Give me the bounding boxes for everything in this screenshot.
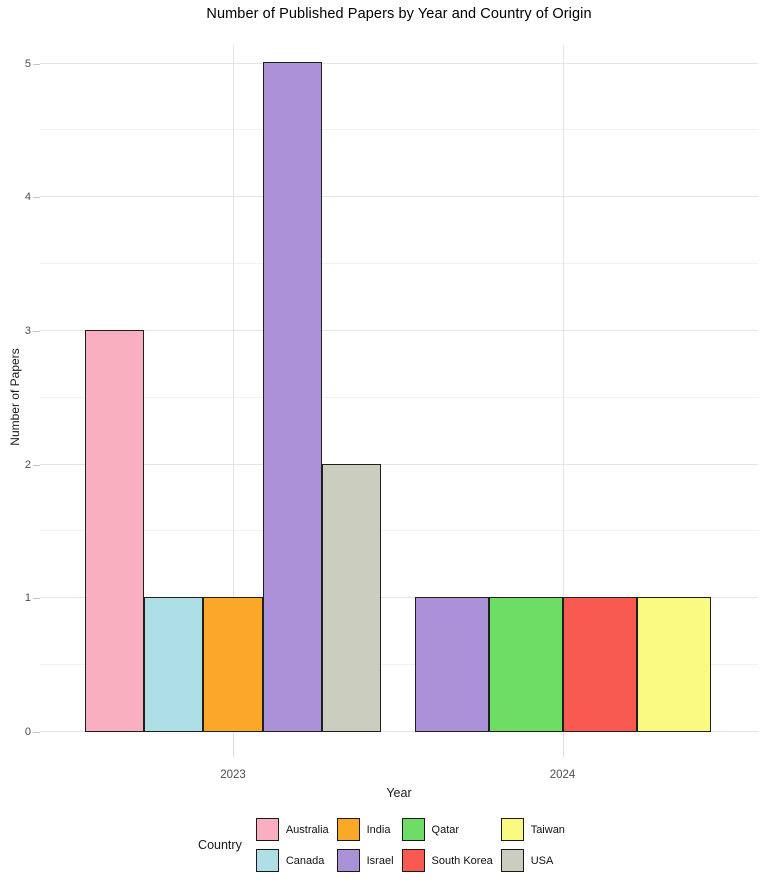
- legend-column: Taiwan USA: [500, 818, 569, 872]
- legend-key-swatch: [401, 818, 425, 841]
- x-tick: [233, 732, 234, 757]
- legend-column: India Israel: [336, 818, 398, 872]
- legend-item-label: USA: [530, 854, 554, 867]
- major-gridline: [40, 731, 758, 732]
- legend-item-taiwan: Taiwan: [500, 818, 569, 841]
- legend-column: Australia Canada: [255, 818, 333, 872]
- legend-items: Australia Canada India Israel Qatar South Kor…: [255, 818, 569, 872]
- legend-item-usa: USA: [500, 849, 569, 872]
- legend-key-swatch: [255, 849, 279, 872]
- major-gridline: [40, 463, 758, 465]
- x-tick-label: 2023: [220, 769, 246, 781]
- legend-item-label: Canada: [285, 854, 325, 867]
- major-gridline: [40, 62, 758, 64]
- legend-item-israel: Israel: [336, 849, 398, 872]
- y-tick-label: 2: [24, 458, 31, 471]
- minor-gridline: [40, 129, 758, 131]
- legend-title: Country: [198, 838, 242, 852]
- legend-key-swatch: [255, 818, 279, 841]
- minor-gridline: [40, 664, 758, 666]
- legend-key-swatch: [401, 849, 425, 872]
- legend-item-label: Israel: [366, 854, 394, 867]
- bar-australia: [85, 330, 145, 732]
- plot-panel: [40, 45, 758, 732]
- x-axis-title: Year: [386, 786, 412, 800]
- bar-south-korea: [562, 597, 637, 732]
- minor-gridline: [40, 263, 758, 265]
- legend-item-india: India: [336, 818, 398, 841]
- legend-item-label: South Korea: [431, 854, 493, 867]
- bar-israel: [262, 62, 322, 732]
- bar-israel: [414, 597, 489, 732]
- legend-key-swatch: [500, 818, 524, 841]
- minor-gridline: [40, 530, 758, 532]
- legend-key-swatch: [336, 818, 360, 841]
- y-tick-label: 0: [24, 726, 31, 738]
- legend-key-swatch: [336, 849, 360, 872]
- bar-canada: [144, 597, 204, 732]
- legend-item-south-korea: South Korea: [401, 849, 497, 872]
- y-tick: [33, 330, 40, 332]
- y-tick: [33, 464, 40, 466]
- y-tick: [33, 63, 40, 65]
- bar-taiwan: [636, 597, 711, 732]
- y-tick-label: 5: [24, 57, 31, 70]
- legend-item-canada: Canada: [255, 849, 333, 872]
- chart-title: Number of Published Papers by Year and C…: [206, 6, 592, 22]
- y-tick: [33, 598, 40, 600]
- y-tick: [33, 732, 40, 733]
- vertical-gridline: [233, 45, 234, 732]
- major-gridline: [40, 597, 758, 599]
- major-gridline: [40, 196, 758, 198]
- y-tick-label: 4: [24, 191, 31, 204]
- legend-item-label: Taiwan: [530, 823, 565, 836]
- y-axis-title: Number of Papers: [8, 348, 22, 446]
- legend-item-australia: Australia: [255, 818, 333, 841]
- legend-item-label: Qatar: [431, 823, 460, 836]
- legend-key-swatch: [500, 849, 524, 872]
- legend-column: Qatar South Korea: [401, 818, 497, 872]
- vertical-gridline: [562, 45, 564, 732]
- bar-india: [203, 597, 263, 732]
- x-tick-label: 2024: [549, 769, 576, 781]
- legend-item-label: India: [366, 823, 391, 836]
- y-tick-label: 3: [24, 324, 31, 337]
- bar-usa: [321, 464, 381, 732]
- minor-gridline: [40, 396, 758, 398]
- bar-qatar: [488, 597, 563, 732]
- legend: Country Australia Canada India Israel Qatar S…: [0, 818, 767, 872]
- y-tick: [33, 197, 40, 199]
- y-tick-label: 1: [24, 592, 31, 605]
- legend-item-qatar: Qatar: [401, 818, 497, 841]
- x-tick: [562, 732, 564, 757]
- legend-item-label: Australia: [285, 823, 329, 836]
- major-gridline: [40, 329, 758, 331]
